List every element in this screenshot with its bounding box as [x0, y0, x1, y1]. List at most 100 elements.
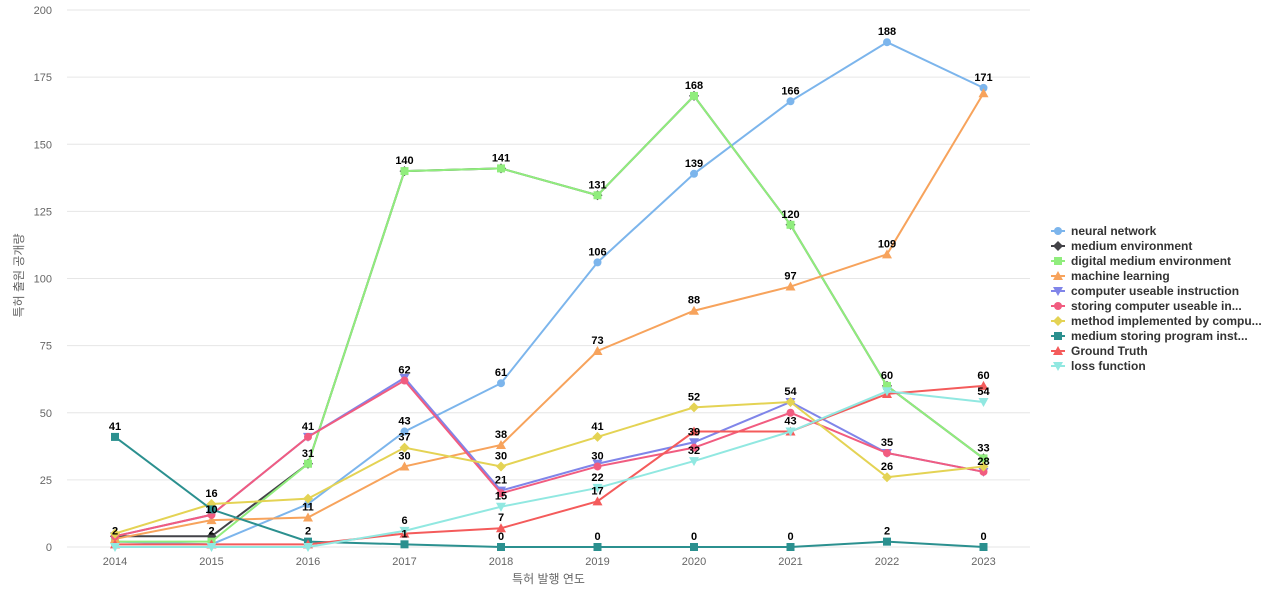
legend-item[interactable]: method implemented by compu... [1051, 314, 1262, 328]
legend-item[interactable]: digital medium environment [1051, 254, 1231, 268]
data-label: 54 [784, 386, 797, 398]
x-tick-label: 2016 [296, 556, 320, 568]
data-point [593, 258, 602, 267]
data-point [689, 438, 699, 448]
data-label: 37 [398, 432, 410, 444]
data-point [883, 537, 891, 546]
data-point [303, 493, 313, 504]
data-label: 0 [498, 531, 504, 543]
legend-item[interactable]: Ground Truth [1051, 344, 1148, 358]
data-label: 30 [495, 450, 507, 462]
series-line [114, 436, 984, 548]
legend-item[interactable]: medium storing program inst... [1051, 329, 1248, 343]
data-label: 17 [591, 485, 603, 497]
legend-marker [1054, 257, 1062, 265]
legend-marker [1053, 271, 1063, 280]
data-label: 6 [401, 515, 407, 527]
data-point [689, 457, 699, 467]
data-label: 2 [884, 526, 890, 538]
legend-item[interactable]: computer useable instruction [1051, 284, 1239, 298]
legend-marker [1054, 227, 1062, 235]
data-label: 43 [398, 416, 410, 428]
legend-marker [1053, 316, 1063, 326]
legend-label: digital medium environment [1071, 254, 1231, 268]
series-machine-learning [110, 88, 989, 543]
data-label: 141 [492, 152, 510, 164]
data-point [496, 461, 506, 472]
data-point [399, 526, 410, 536]
x-tick-label: 2018 [489, 556, 513, 568]
legend-item[interactable]: machine learning [1051, 269, 1170, 283]
data-label: 166 [781, 85, 799, 97]
data-label: 0 [980, 531, 986, 543]
legend-label: loss function [1071, 359, 1146, 373]
legend-marker [1053, 362, 1063, 371]
data-label: 16 [205, 488, 217, 500]
data-label: 26 [881, 461, 893, 473]
series-line [115, 94, 985, 543]
data-point [111, 432, 119, 441]
data-point [883, 449, 891, 458]
data-point [496, 439, 506, 449]
legend-item[interactable]: medium environment [1051, 239, 1192, 253]
legend-marker [1053, 241, 1063, 251]
x-tick-label: 2015 [199, 556, 223, 568]
data-point [496, 502, 506, 512]
data-point [882, 472, 892, 483]
data-label: 28 [977, 456, 989, 468]
data-point [883, 38, 891, 47]
data-label: 188 [878, 26, 896, 38]
data-point [304, 459, 312, 468]
legend-item[interactable]: neural network [1051, 224, 1157, 238]
data-label: 1 [401, 528, 407, 540]
legend-item[interactable]: loss function [1051, 359, 1146, 373]
data-point [979, 454, 988, 463]
data-label: 41 [109, 421, 121, 433]
series-line [114, 92, 985, 540]
data-label: 38 [495, 429, 507, 441]
data-point [110, 543, 120, 552]
data-point [593, 543, 602, 551]
legend-marker [1053, 346, 1063, 355]
data-point [979, 467, 988, 476]
data-label: 61 [495, 367, 507, 379]
data-label: 41 [302, 421, 314, 433]
data-label: 140 [395, 155, 413, 167]
data-point [592, 496, 603, 506]
data-point [497, 543, 505, 551]
x-tick-label: 2022 [875, 556, 899, 568]
series-line [115, 390, 984, 548]
data-label: 22 [591, 472, 603, 484]
legend-label: method implemented by compu... [1071, 314, 1262, 328]
data-point [497, 379, 505, 388]
x-tick-label: 2023 [971, 556, 995, 568]
data-point [690, 543, 698, 551]
data-point [689, 402, 699, 413]
legend-label: computer useable instruction [1071, 284, 1239, 298]
x-tick-label: 2021 [778, 556, 802, 568]
x-tick-label: 2017 [392, 556, 416, 568]
legend-item[interactable]: storing computer useable in... [1051, 299, 1242, 313]
data-label: 2 [208, 526, 214, 538]
data-label: 106 [588, 246, 606, 258]
y-tick-label: 50 [40, 408, 52, 420]
data-point [978, 88, 989, 98]
data-label: 10 [205, 504, 217, 516]
y-axis-title: 특허 출원 공개량 [12, 234, 26, 318]
data-point [593, 191, 602, 200]
axes: 특허 발행 연도 특허 출원 공개량 [12, 234, 585, 586]
legend-label: machine learning [1071, 269, 1170, 283]
data-label: 41 [591, 421, 603, 433]
data-label: 62 [398, 365, 410, 377]
y-tick-label: 150 [34, 139, 52, 151]
y-tick-label: 75 [40, 341, 52, 353]
data-point [497, 489, 505, 498]
series-line [114, 41, 984, 546]
data-label: 2 [112, 526, 118, 538]
data-label: 2 [305, 526, 311, 538]
data-point [303, 512, 313, 522]
